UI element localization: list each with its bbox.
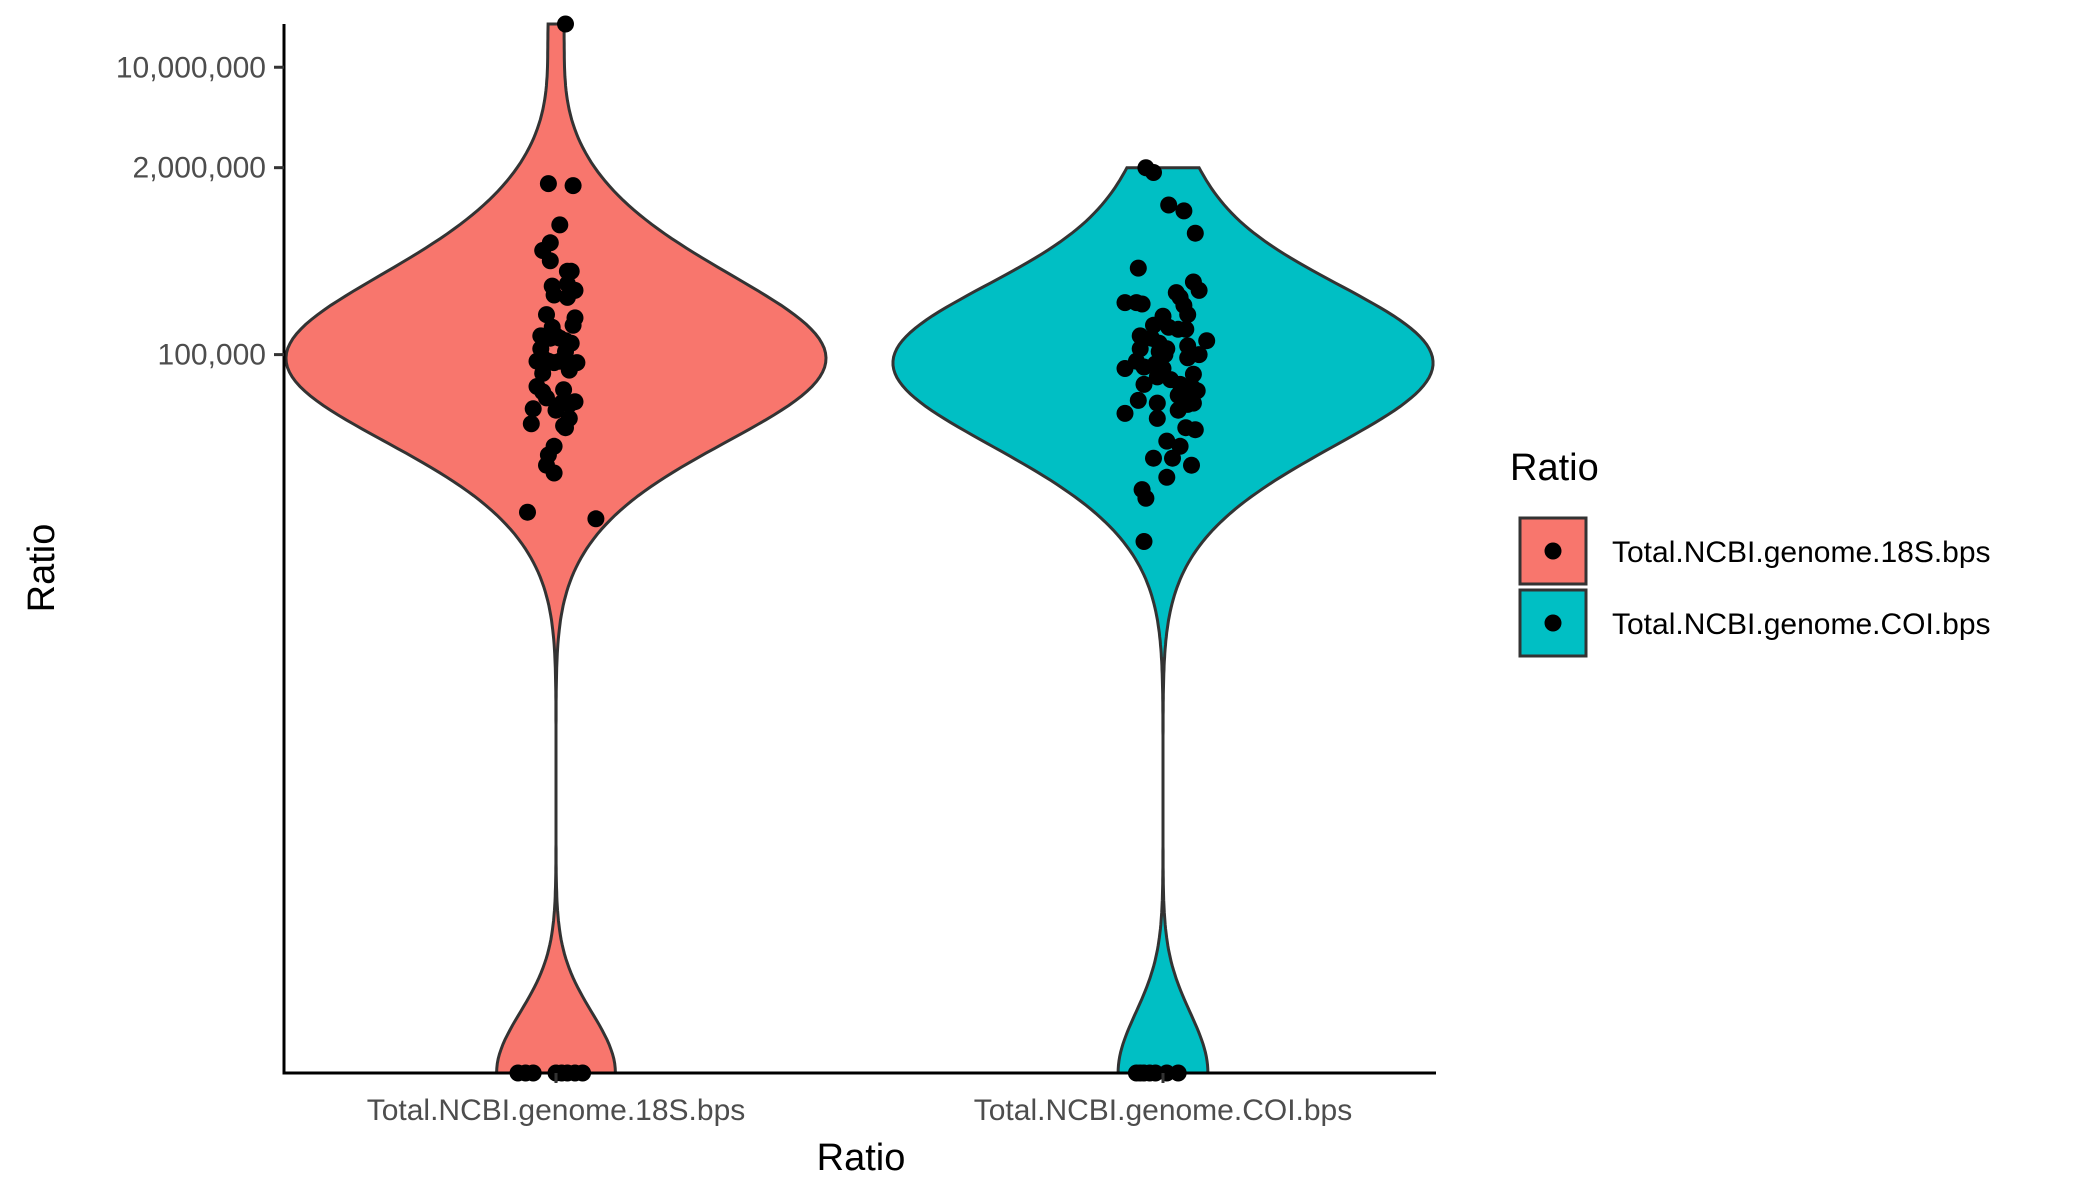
data-point — [1158, 432, 1176, 450]
data-point — [560, 395, 578, 413]
points-layer — [509, 15, 1216, 1082]
data-point — [1133, 295, 1151, 313]
data-point — [1183, 456, 1200, 474]
x-tick-label: Total.NCBI.genome.18S.bps — [367, 1094, 746, 1127]
data-point — [564, 177, 582, 195]
data-point — [560, 361, 578, 379]
data-point — [1145, 316, 1162, 334]
violin-1 — [284, 22, 828, 1075]
data-point — [538, 306, 555, 324]
y-tick-label: 10,000,000 — [116, 51, 266, 84]
data-point — [1190, 281, 1208, 299]
data-point — [1169, 320, 1187, 338]
data-point — [1179, 349, 1197, 367]
legend-label-2: Total.NCBI.genome.COI.bps — [1612, 608, 1991, 641]
data-point — [551, 216, 569, 234]
data-point — [1160, 196, 1178, 214]
data-point — [1145, 164, 1162, 181]
data-point — [522, 415, 540, 433]
data-point — [534, 364, 552, 382]
data-point — [1186, 224, 1204, 242]
data-point — [1145, 449, 1162, 467]
data-point — [1137, 489, 1155, 507]
x-tick-label: Total.NCBI.genome.COI.bps — [974, 1094, 1353, 1127]
data-point — [1179, 306, 1197, 324]
legend-label-1: Total.NCBI.genome.18S.bps — [1612, 536, 1991, 569]
data-point — [519, 503, 536, 521]
data-point — [1164, 449, 1181, 467]
data-point — [1148, 368, 1166, 386]
data-point — [564, 316, 582, 334]
x-axis-title: Ratio — [817, 1137, 906, 1179]
data-point — [1135, 375, 1153, 393]
data-point — [539, 175, 557, 193]
legend-key-point — [1544, 614, 1562, 632]
data-point — [1184, 394, 1202, 412]
violin-2 — [891, 166, 1435, 1075]
data-point — [1169, 401, 1187, 419]
data-point — [1148, 394, 1166, 412]
data-point — [1186, 421, 1204, 439]
data-point — [587, 510, 605, 528]
y-tick-label: 100,000 — [158, 339, 266, 372]
legend: Ratio Total.NCBI.genome.18S.bps Total.NCB… — [1510, 447, 1991, 658]
data-point — [538, 389, 555, 407]
data-point — [524, 400, 542, 418]
data-point — [1148, 409, 1166, 427]
data-point — [1158, 468, 1176, 486]
data-point — [545, 464, 563, 482]
y-tick-label: 2,000,000 — [133, 152, 266, 185]
data-point — [545, 286, 563, 304]
legend-key-point — [1544, 542, 1562, 560]
data-point — [1198, 332, 1216, 350]
data-point — [557, 15, 574, 33]
violin-layer — [284, 22, 1435, 1075]
y-axis-title: Ratio — [21, 524, 63, 613]
data-point — [541, 252, 559, 270]
data-point — [1175, 202, 1193, 220]
legend-title: Ratio — [1510, 447, 1599, 489]
data-point — [1129, 391, 1147, 409]
data-point — [1135, 358, 1153, 376]
data-point — [547, 401, 565, 419]
axes-layer: 100,000 2,000,000 10,000,000 Total.NCBI.gen… — [116, 24, 1436, 1127]
data-point — [1116, 404, 1134, 422]
data-point — [557, 419, 574, 437]
data-point — [555, 381, 573, 399]
data-point — [1116, 360, 1134, 377]
data-point — [1129, 259, 1147, 277]
data-point — [558, 288, 576, 306]
data-point — [1135, 533, 1153, 550]
